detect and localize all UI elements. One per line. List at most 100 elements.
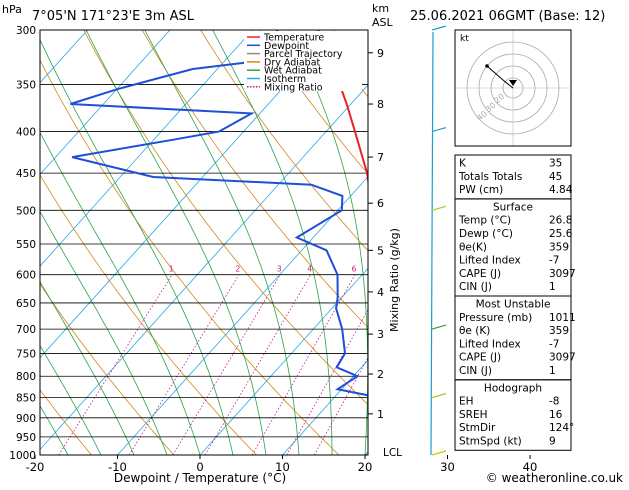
isotherm-line — [0, 30, 253, 455]
table-section-title: Hodograph — [484, 382, 542, 394]
table-row-label: EH — [459, 396, 474, 408]
pressure-tick-label: 700 — [16, 324, 36, 336]
table-row-value: 3097 — [549, 352, 576, 364]
isotherm-line — [613, 30, 629, 455]
table-row-value: 359 — [549, 325, 569, 337]
table-row-value: 45 — [549, 171, 562, 183]
pressure-tick-label: 750 — [16, 348, 36, 360]
legend-label: Mixing Ratio — [264, 82, 323, 93]
dry-adiabat-line — [84, 30, 422, 455]
copyright: © weatheronline.co.uk — [486, 471, 623, 485]
table-row-label: θe(K) — [459, 241, 487, 253]
km-tick-label: 1 — [377, 408, 384, 421]
x-axis-title: Dewpoint / Temperature (°C) — [114, 471, 286, 485]
table-row-label: Dewp (°C) — [459, 228, 513, 240]
pressure-tick-label: 400 — [16, 127, 36, 139]
wet-adiabat-line — [213, 30, 332, 455]
table-row-value: 1 — [549, 281, 556, 293]
km-tick-label: 7 — [377, 151, 384, 164]
hodograph-unit: kt — [460, 34, 469, 44]
location-title: 7°05'N 171°23'E 3m ASL — [32, 9, 195, 24]
table-row-value: 1011 — [549, 312, 576, 324]
wet-adiabat-line — [36, 30, 234, 455]
km-tick-label: 9 — [377, 47, 384, 60]
table-row-value: 26.8 — [549, 215, 572, 227]
wind-barb — [432, 206, 446, 210]
mixing-ratio-axis-title: Mixing Ratio (g/kg) — [388, 228, 401, 332]
temp-tick-label: 20 — [358, 460, 373, 474]
pressure-tick-label: 850 — [16, 393, 36, 405]
km-tick-label: 8 — [377, 98, 384, 111]
table-row-label: Totals Totals — [458, 171, 522, 183]
lcl-label: LCL — [383, 447, 402, 459]
mixing-ratio-label: 2 — [236, 265, 241, 274]
table-row-label: Lifted Index — [459, 338, 521, 350]
mixing-ratio-label: 3 — [277, 265, 282, 274]
table-row-label: CAPE (J) — [459, 352, 501, 364]
dry-adiabat-line — [142, 30, 504, 455]
km-unit-label: km — [372, 2, 389, 15]
temperature-line — [319, 30, 422, 455]
wind-barb — [432, 394, 446, 398]
table-section-title: Surface — [493, 201, 533, 213]
asl-unit-label: ASL — [372, 16, 394, 29]
pressure-tick-label: 650 — [16, 298, 36, 310]
table-section-title: Most Unstable — [476, 299, 551, 311]
table-row-value: 35 — [549, 158, 562, 170]
wind-profile — [431, 26, 446, 455]
plot-frame — [40, 30, 368, 455]
pressure-tick-label: 800 — [16, 371, 36, 383]
pressure-tick-label: 950 — [16, 432, 36, 444]
wind-barb — [432, 26, 446, 30]
pressure-tick-label: 600 — [16, 270, 36, 282]
dry-adiabat-line — [0, 30, 256, 455]
pressure-tick-label: 900 — [16, 413, 36, 425]
mixing-ratio-label: 1 — [169, 265, 174, 274]
table-row-label: Temp (°C) — [458, 215, 511, 227]
table-row-label: StmSpd (kt) — [459, 436, 522, 448]
table-row-value: 16 — [549, 409, 563, 421]
mixing-ratio-line — [366, 275, 462, 455]
mixing-ratio-line — [59, 275, 172, 455]
table-row-value: 9 — [549, 436, 556, 448]
isotherm-line — [0, 30, 5, 455]
isotherm-line — [0, 30, 88, 455]
table-row-label: CAPE (J) — [459, 268, 501, 280]
table-row-label: StmDir — [459, 422, 496, 434]
table-row-label: CIN (J) — [459, 365, 492, 377]
km-tick-label: 6 — [377, 197, 384, 210]
dry-adiabat-line — [0, 30, 92, 455]
mixing-ratio-line — [205, 275, 311, 455]
hodograph-point — [485, 64, 489, 68]
table-row-label: θe (K) — [459, 325, 490, 337]
mixing-ratio-line — [252, 275, 355, 455]
dry-adiabat-line — [610, 30, 629, 455]
km-tick-label: 4 — [377, 286, 384, 299]
wet-adiabat-line — [290, 30, 368, 455]
mixing-ratio-label: 4 — [307, 265, 312, 274]
datetime-title: 25.06.2021 06GMT (Base: 12) — [410, 9, 605, 24]
table-row-label: CIN (J) — [459, 281, 492, 293]
table-row-value: -8 — [549, 396, 559, 408]
wind-barb — [432, 451, 446, 455]
dry-adiabat-line — [0, 30, 9, 455]
isotherm-line — [0, 30, 335, 455]
km-tick-label: 5 — [377, 244, 384, 257]
table-row-value: 359 — [549, 241, 569, 253]
pressure-tick-label: 300 — [16, 25, 36, 37]
table-row-value: 25.6 — [549, 228, 573, 240]
table-row-label: Lifted Index — [459, 255, 521, 267]
pressure-tick-label: 550 — [16, 239, 36, 251]
wind-axis-line — [431, 32, 433, 455]
table-row-value: -7 — [549, 338, 559, 350]
pressure-tick-label: 350 — [16, 79, 36, 91]
pressure-tick-label: 500 — [16, 205, 36, 217]
table-row-value: -7 — [549, 255, 559, 267]
table-row-label: K — [459, 158, 467, 170]
mixing-ratio-label: 25 — [520, 265, 530, 274]
wind-barb — [432, 325, 446, 329]
y-unit-left: hPa — [2, 3, 22, 16]
